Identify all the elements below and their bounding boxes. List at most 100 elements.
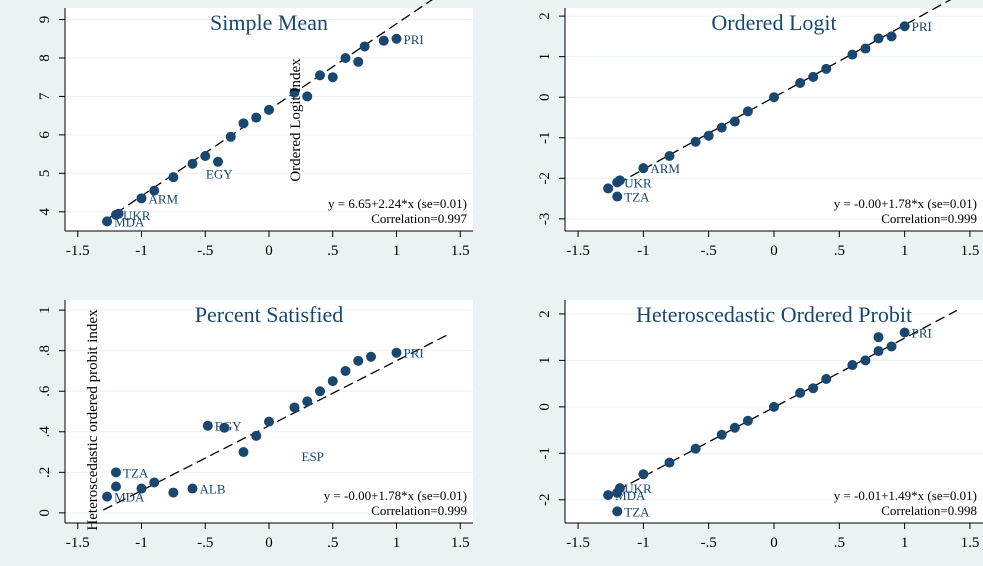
data-point bbox=[821, 63, 832, 74]
data-point bbox=[873, 346, 884, 357]
fit-label: y = -0.00+1.78*x (se=0.01) bbox=[834, 196, 977, 211]
data-point bbox=[113, 208, 124, 219]
x-tick-label: .5 bbox=[834, 535, 845, 551]
data-point bbox=[315, 386, 325, 397]
panel-title: Heteroscedastic Ordered Probit bbox=[636, 302, 912, 327]
data-point bbox=[899, 21, 910, 32]
correlation-label: Correlation=0.999 bbox=[371, 503, 467, 518]
fit-label: y = 6.65+2.24*x (se=0.01) bbox=[328, 196, 467, 211]
data-point bbox=[391, 347, 402, 358]
point-label: ESP bbox=[302, 449, 324, 464]
panel-title: Ordered Logit bbox=[711, 10, 836, 35]
data-point bbox=[238, 447, 249, 458]
x-tick-label: 0 bbox=[770, 243, 778, 259]
point-label: UKR bbox=[624, 481, 652, 496]
point-label: ARM bbox=[650, 161, 680, 176]
data-point bbox=[391, 33, 402, 44]
y-tick-label: 8 bbox=[37, 54, 53, 62]
data-point bbox=[729, 422, 740, 433]
y-tick-label: -1 bbox=[537, 447, 553, 460]
data-point bbox=[612, 506, 623, 517]
y-tick-label: 1 bbox=[537, 357, 553, 365]
data-point bbox=[200, 151, 211, 162]
data-point bbox=[808, 383, 819, 394]
data-point bbox=[359, 41, 370, 52]
data-point bbox=[149, 185, 160, 196]
data-point bbox=[716, 429, 727, 440]
data-point bbox=[742, 106, 753, 117]
point-label: TZA bbox=[624, 504, 650, 519]
y-tick-label: .4 bbox=[37, 426, 53, 438]
point-label: MDA bbox=[615, 488, 646, 503]
data-point bbox=[136, 193, 147, 204]
y-tick-label: 7 bbox=[37, 92, 53, 100]
y-tick-label: 5 bbox=[37, 170, 53, 178]
data-point bbox=[729, 116, 740, 127]
x-tick-label: 1.5 bbox=[451, 243, 470, 259]
y-tick-label: .8 bbox=[37, 345, 53, 356]
y-tick-label: 6 bbox=[37, 131, 53, 139]
x-tick-label: -.5 bbox=[197, 243, 213, 259]
x-tick-label: 1 bbox=[393, 535, 401, 551]
data-point bbox=[886, 341, 897, 352]
panel-3: -1.5 -1 -.5 0 .5 1 1.5 0 .2 .4 .6 .8 1 MDA TZA EGY ESP AL… bbox=[37, 300, 473, 551]
fit-line bbox=[102, 0, 433, 223]
x-tick-label: -1.5 bbox=[66, 535, 90, 551]
data-point bbox=[168, 487, 179, 498]
y-tick-label: .2 bbox=[37, 467, 53, 478]
y-tick-label: 2 bbox=[537, 310, 553, 318]
data-point bbox=[111, 467, 121, 478]
x-tick-label: -1.5 bbox=[566, 243, 590, 259]
point-label: ARM bbox=[149, 191, 179, 206]
data-point bbox=[899, 327, 910, 338]
data-point bbox=[873, 33, 884, 44]
data-point bbox=[742, 415, 753, 426]
data-point bbox=[340, 365, 351, 376]
data-point bbox=[219, 422, 230, 433]
point-label: PRI bbox=[912, 326, 932, 341]
data-point bbox=[886, 31, 897, 42]
point-label: TZA bbox=[624, 190, 650, 205]
data-point bbox=[168, 172, 179, 183]
fit-line bbox=[603, 0, 952, 192]
y-tick-label: 1 bbox=[37, 306, 53, 314]
x-tick-label: 0 bbox=[265, 535, 273, 551]
data-point bbox=[716, 122, 727, 133]
point-label: PRI bbox=[404, 346, 424, 361]
data-point bbox=[302, 396, 313, 407]
point-label: PRI bbox=[404, 32, 424, 47]
data-point bbox=[340, 52, 351, 63]
point-label: MDA bbox=[114, 214, 145, 229]
x-tick-label: -.5 bbox=[701, 535, 717, 551]
point-label: UKR bbox=[123, 208, 151, 223]
x-tick-label: 0 bbox=[265, 243, 273, 259]
point-label: EGY bbox=[215, 419, 242, 434]
data-point bbox=[769, 401, 779, 412]
x-tick-label: 1 bbox=[393, 243, 401, 259]
plot-area bbox=[65, 8, 473, 231]
x-tick-label: 1.5 bbox=[451, 535, 470, 551]
x-tick-label: -.5 bbox=[701, 243, 717, 259]
data-point bbox=[327, 72, 338, 83]
data-point bbox=[289, 87, 300, 98]
x-tick-label: 0 bbox=[770, 535, 778, 551]
data-point bbox=[860, 43, 871, 54]
data-point bbox=[378, 35, 389, 46]
data-point bbox=[264, 416, 274, 427]
data-point bbox=[603, 490, 614, 501]
data-point bbox=[327, 376, 338, 387]
data-point bbox=[149, 477, 160, 488]
x-tick-label: -1.5 bbox=[66, 243, 90, 259]
point-label: EGY bbox=[206, 166, 233, 181]
point-label: PRI bbox=[912, 19, 932, 34]
data-point bbox=[612, 191, 623, 202]
x-tick-label: -.5 bbox=[197, 535, 213, 551]
x-tick-label: 1.5 bbox=[961, 243, 980, 259]
fit-label: y = -0.01+1.49*x (se=0.01) bbox=[834, 488, 977, 503]
data-point bbox=[808, 71, 819, 82]
x-tick-label: 1.5 bbox=[961, 535, 980, 551]
data-point bbox=[860, 355, 871, 366]
data-point bbox=[187, 158, 198, 169]
